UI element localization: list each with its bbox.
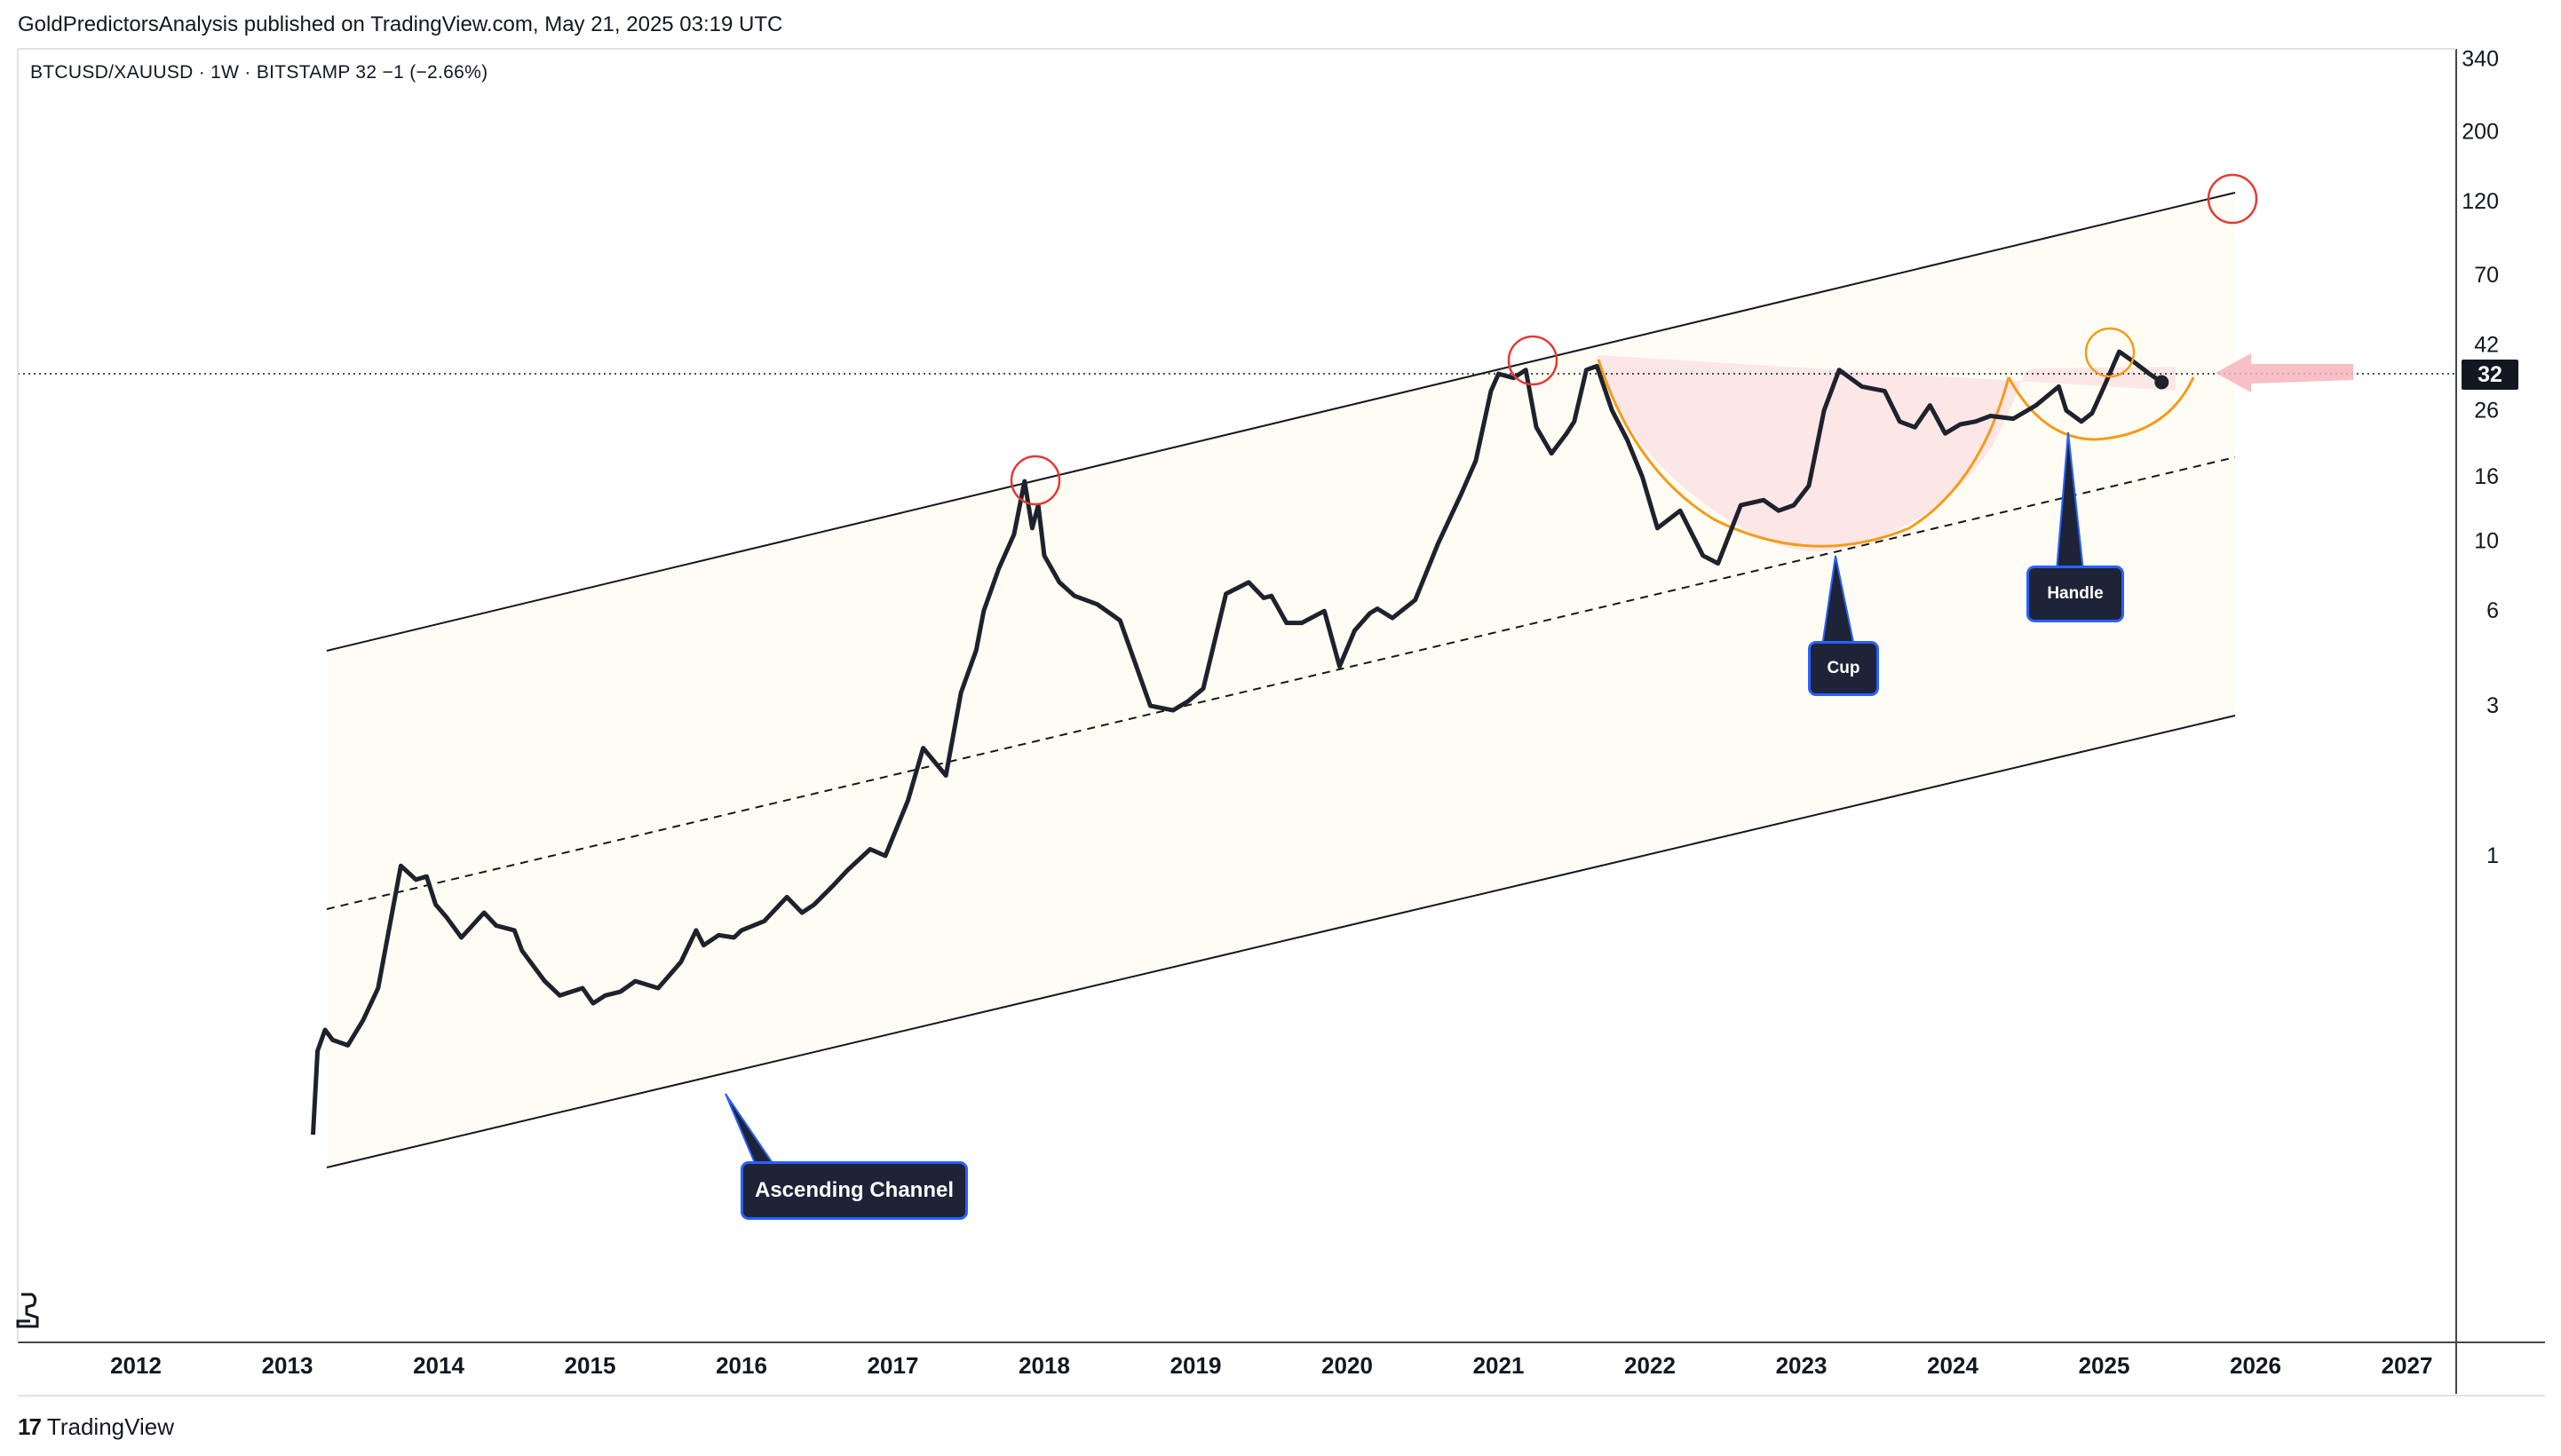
time-tick-label: 2017: [868, 1352, 919, 1379]
time-tick-label: 2015: [565, 1352, 616, 1379]
time-tick-label: 2027: [2382, 1352, 2433, 1379]
peak-circle-2021: [1507, 335, 1558, 386]
tradingview-footer[interactable]: 17 TradingView: [18, 1413, 174, 1441]
cup-curve: [1597, 359, 2010, 548]
price-line: [311, 349, 2163, 1136]
tradingview-logo-icon: 17: [18, 1413, 42, 1440]
symbol-line[interactable]: BTCUSD/XAUUSD · 1W · BITSTAMP 32 −1 (−2.…: [30, 62, 488, 83]
price-series: [311, 349, 2169, 1136]
price-tick-label: 26: [2474, 398, 2499, 423]
last-price-point: [2154, 375, 2169, 390]
time-tick-label: 2026: [2230, 1352, 2281, 1379]
handle-callout[interactable]: Handle: [2026, 566, 2124, 622]
time-tick-label: 2019: [1170, 1352, 1222, 1379]
time-tick-label: 2020: [1321, 1352, 1373, 1379]
time-tick-label: 2013: [262, 1352, 313, 1379]
cup-callout[interactable]: Cup: [1808, 641, 1879, 696]
ascending-channel-callout[interactable]: Ascending Channel: [741, 1161, 968, 1220]
price-tick-label: 10: [2474, 529, 2499, 554]
time-tick-label: 2025: [2079, 1352, 2130, 1379]
target-circle: [2207, 173, 2258, 225]
time-tick-label: 2024: [1927, 1352, 1978, 1379]
channel-fill: [327, 193, 2235, 1167]
price-tick-label: 200: [2462, 119, 2499, 144]
channel-upper-line: [326, 192, 2236, 652]
peak-circle-2018: [1010, 455, 1061, 506]
price-tick-label: 70: [2474, 263, 2499, 288]
tradingview-brand: TradingView: [46, 1413, 174, 1440]
price-axis-labels: 340 200 120 70 42 26 16 10 6 3 1: [2462, 47, 2499, 868]
ascending-channel-pointer: [725, 1093, 774, 1164]
published-line: GoldPredictorsAnalysis published on Trad…: [18, 12, 783, 36]
price-tick-label: 340: [2462, 47, 2499, 72]
time-tick-label: 2014: [413, 1352, 464, 1379]
pink-arrow-icon: [2216, 353, 2353, 392]
time-tick-label: 2016: [716, 1352, 767, 1379]
price-tick-label: 1: [2486, 843, 2499, 868]
handle-curve: [2007, 376, 2195, 441]
time-tick-label: 2023: [1776, 1352, 1828, 1379]
handle-top-circle: [2084, 327, 2136, 378]
price-tick-label: 16: [2474, 464, 2499, 489]
price-tick-label: 120: [2462, 189, 2499, 214]
price-tick-label: 42: [2474, 333, 2499, 358]
channel-mid-line: [326, 456, 2236, 910]
time-tick-label: 2018: [1019, 1352, 1070, 1379]
time-tick-label: 2021: [1473, 1352, 1525, 1379]
chart-settings-icon[interactable]: [14, 1291, 50, 1332]
time-axis-labels: 2012 2013 2014 2015 2016 2017 2018 2019 2020 2021…: [110, 1352, 2432, 1379]
time-tick-label: 2012: [110, 1352, 162, 1379]
price-tick-label: 6: [2486, 598, 2499, 623]
channel-lower-line: [326, 715, 2236, 1168]
price-tick-label: 3: [2486, 693, 2499, 718]
time-tick-label: 2022: [1624, 1352, 1676, 1379]
last-price-badge: 32: [2462, 360, 2518, 390]
cup-fill: [1596, 355, 2176, 552]
